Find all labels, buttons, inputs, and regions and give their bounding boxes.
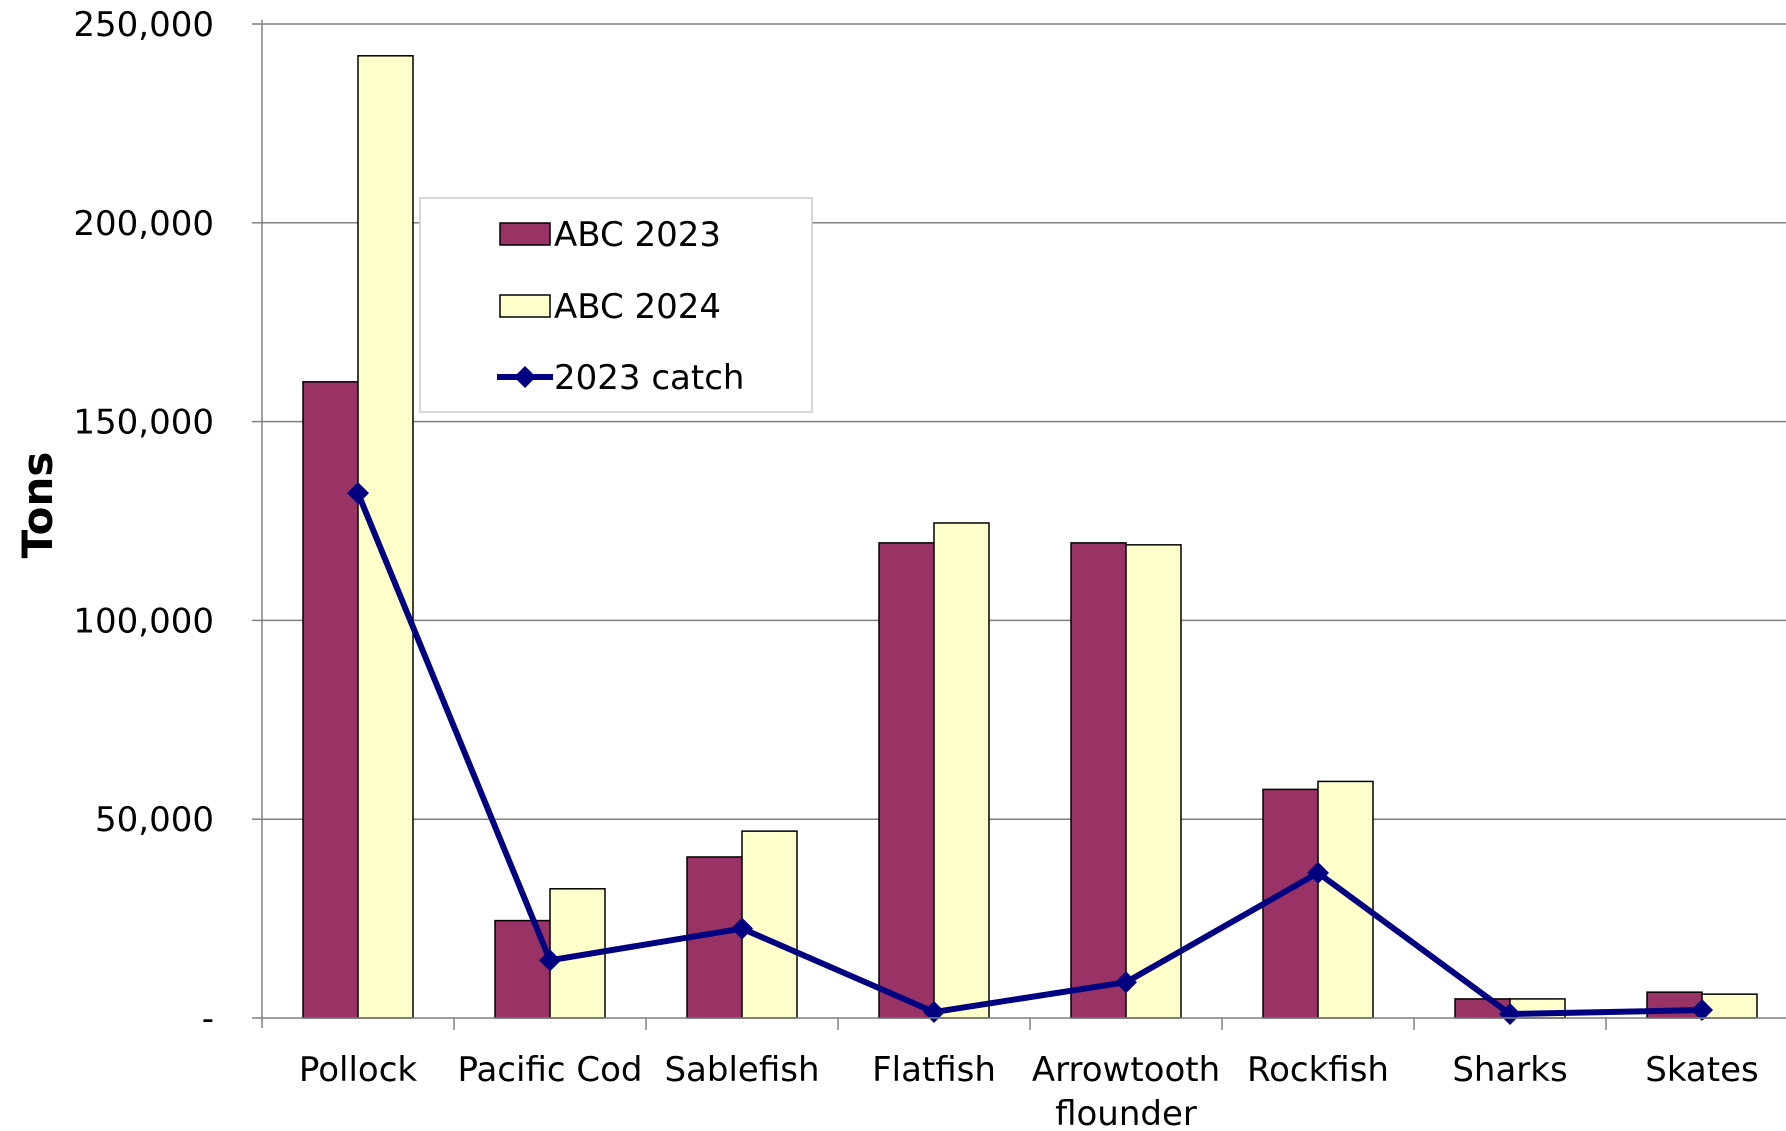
legend: ABC 2023 ABC 2024 2023 catch xyxy=(419,197,813,413)
bar-abc-2024 xyxy=(357,55,414,1019)
legend-label-abc-2024: ABC 2024 xyxy=(554,287,721,327)
y-tick-label: 150,000 xyxy=(73,403,214,443)
bar-abc-2024 xyxy=(933,522,990,1019)
bar-abc-2023 xyxy=(1070,542,1127,1019)
bar-abc-2024 xyxy=(741,830,798,1019)
bar-abc-2023 xyxy=(878,542,935,1019)
point-2023-catch xyxy=(539,949,561,972)
x-tick-label: Arrowtooth xyxy=(1032,1050,1220,1090)
x-tick-label: Pollock xyxy=(299,1050,417,1090)
point-2023-catch xyxy=(1307,861,1329,884)
grid-layer xyxy=(262,23,1786,820)
bar-abc-2024 xyxy=(1701,993,1758,1019)
point-2023-catch xyxy=(1115,971,1137,994)
bar-abc-2023 xyxy=(686,856,743,1019)
x-tick-label: Flatfish xyxy=(872,1050,996,1090)
x-tick-label: Sharks xyxy=(1452,1050,1567,1090)
point-2023-catch xyxy=(731,917,753,940)
legend-label-2023-catch: 2023 catch xyxy=(554,358,744,398)
x-tick-label: Sablefish xyxy=(664,1050,819,1090)
y-tick-label: - xyxy=(202,999,214,1039)
x-tick-label: Skates xyxy=(1645,1050,1758,1090)
bars-layer xyxy=(302,55,1758,1019)
x-tick-label: flounder xyxy=(1055,1094,1197,1131)
bar-abc-2023 xyxy=(1262,788,1319,1019)
point-2023-catch xyxy=(1499,1003,1521,1026)
bar-abc-2023 xyxy=(302,381,359,1019)
line-layer xyxy=(347,482,1713,1026)
x-tick-label: Pacific Cod xyxy=(458,1050,643,1090)
legend-label-abc-2023: ABC 2023 xyxy=(554,215,721,255)
legend-marker-2023-catch xyxy=(514,366,536,388)
y-tick-label: 250,000 xyxy=(73,5,214,45)
y-tick-label: 100,000 xyxy=(73,601,214,641)
bar-abc-2024 xyxy=(1317,780,1374,1019)
point-2023-catch xyxy=(1691,999,1713,1022)
y-axis-title: Tons xyxy=(13,452,62,559)
legend-swatch-abc-2023 xyxy=(499,222,551,246)
axis-layer: - 50,000 100,000 150,000 200,000 250,000 Pollo… xyxy=(73,5,1786,1131)
y-tick-label: 50,000 xyxy=(95,800,214,840)
legend-swatch-abc-2024 xyxy=(499,294,551,318)
point-2023-catch xyxy=(347,482,369,505)
bar-abc-2023 xyxy=(1646,991,1703,1019)
bar-abc-2024 xyxy=(1125,544,1182,1019)
line-2023-catch xyxy=(355,492,1703,1018)
legend-box xyxy=(419,197,813,413)
x-tick-label: Rockfish xyxy=(1247,1050,1389,1090)
y-tick-label: 200,000 xyxy=(73,204,214,244)
